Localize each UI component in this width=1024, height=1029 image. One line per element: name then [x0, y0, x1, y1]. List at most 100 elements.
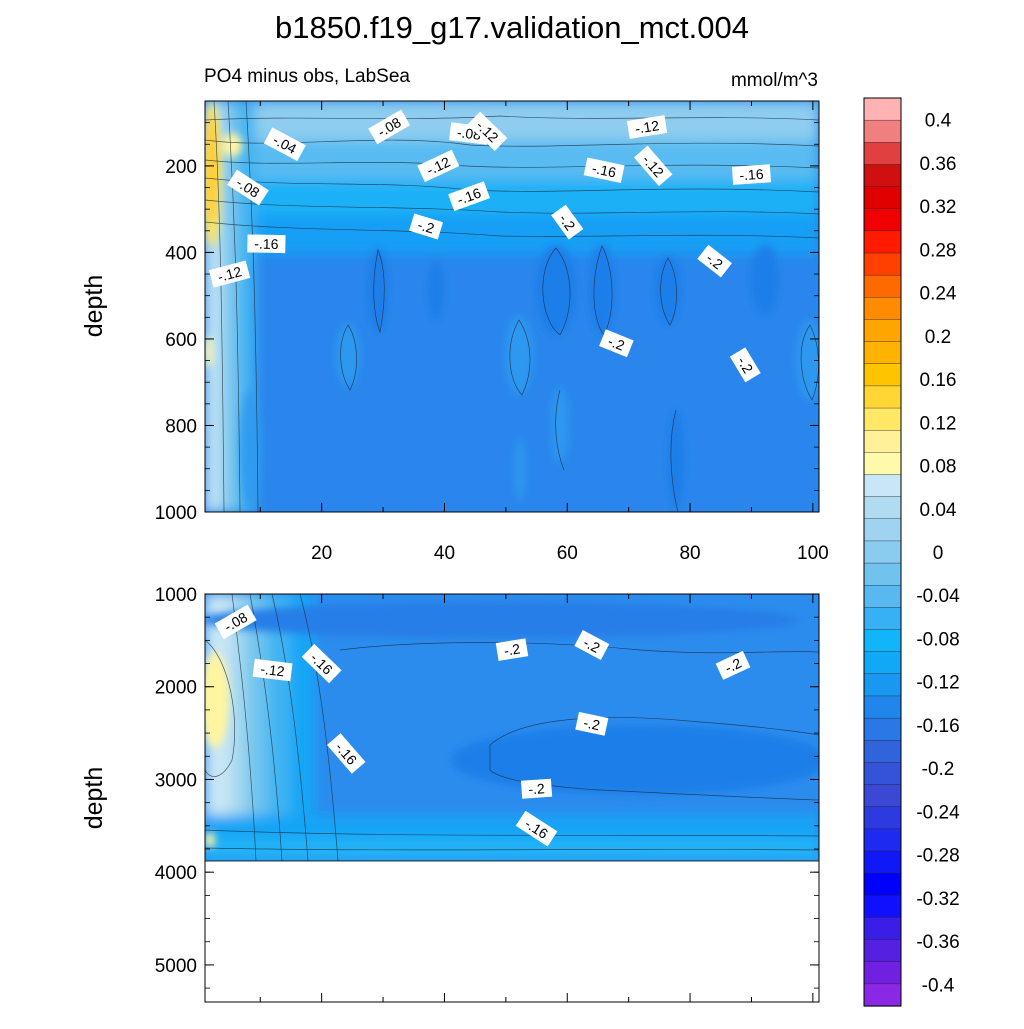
colorbar-label: -0.2	[922, 759, 955, 780]
contour-label-box	[731, 164, 772, 185]
contour-label-box	[626, 115, 668, 139]
contour-label-box	[729, 347, 761, 383]
contour-label: -.2	[574, 630, 610, 660]
x-axis: 20 40 60 80 100	[311, 543, 829, 564]
contour-label-text: -.2	[734, 354, 756, 376]
contour-label: -.2	[551, 204, 584, 240]
colorbar-swatch	[863, 939, 902, 963]
y-tick-label: 4000	[155, 863, 197, 884]
contour-label: -.12	[626, 115, 668, 139]
y-tick-label: 800	[165, 416, 197, 437]
colorbar-swatch	[863, 562, 902, 586]
contour-label-box	[574, 630, 610, 660]
contour-label-text: -.12	[260, 661, 286, 680]
contour-label-box	[575, 711, 609, 736]
chart-subtitle: PO4 minus obs, LabSea	[204, 66, 410, 87]
contour-label-text: -.16	[254, 236, 279, 252]
colorbar-swatch	[863, 274, 902, 298]
colorbar-label: 0.2	[925, 327, 951, 348]
contour-label-box	[252, 658, 293, 682]
colorbar-swatch	[863, 784, 902, 808]
chart-units: mmol/m^3	[731, 70, 818, 91]
contour-label: -.2	[575, 711, 609, 736]
contour-label-box	[515, 810, 558, 847]
contour-label-box	[697, 244, 732, 278]
colorbar-swatch	[863, 828, 902, 852]
colorbar-swatch	[863, 429, 902, 453]
contour-label-text: -.12	[634, 117, 661, 137]
contour-label: -.16	[301, 643, 342, 684]
contour-label-text: -.2	[556, 211, 579, 234]
contour-label-box	[715, 650, 751, 680]
colorbar-label: 0.36	[920, 154, 957, 175]
upper-ylabel: depth	[80, 275, 108, 338]
chart-title: b1850.f19_g17.validation_mct.004	[275, 10, 749, 45]
colorbar-frame	[863, 97, 902, 1007]
colorbar-swatch	[863, 983, 902, 1007]
contour-label-box	[495, 638, 529, 661]
contour-label-text: -.16	[739, 166, 764, 184]
colorbar-swatch	[863, 917, 902, 941]
colorbar-swatch	[863, 806, 902, 830]
contour-label-text: -.2	[528, 780, 546, 797]
contour-label-box	[247, 234, 286, 254]
colorbar-label: -0.04	[916, 586, 960, 607]
colorbar-label: 0.24	[920, 284, 957, 305]
colorbar-label: 0.12	[920, 413, 957, 434]
colorbar-swatch	[863, 961, 902, 985]
contour-label: -.2	[715, 650, 751, 680]
contour-label-text: -.2	[582, 714, 602, 733]
contour-label: -.16	[731, 164, 772, 185]
contour-label-box	[227, 169, 269, 206]
upper-field: -.08 -.08-.12 -.12-.04-.12 -.16 -.12 -.16-.08…	[205, 101, 819, 512]
colorbar-swatch	[863, 452, 902, 476]
contour-label-text: -.2	[606, 333, 627, 354]
colorbar-swatch	[863, 651, 902, 675]
contour-label: -.16	[326, 733, 366, 774]
colorbar-label: 0.08	[920, 457, 957, 478]
contour-label: -.2	[520, 778, 553, 799]
colorbar-swatch	[863, 850, 902, 874]
colorbar-swatch	[863, 341, 902, 365]
colorbar-swatch	[863, 585, 902, 608]
colorbar-swatch	[863, 496, 902, 520]
upper-panel: -.08 -.08-.12 -.12-.04-.12 -.16 -.12 -.16-.08…	[80, 100, 820, 524]
colorbar-label: -0.32	[916, 889, 959, 910]
colorbar-swatch	[863, 762, 902, 786]
colorbar-label: -0.28	[916, 846, 959, 867]
contour-label: -.2	[697, 244, 732, 278]
colorbar-label: -0.24	[916, 802, 960, 823]
colorbar-swatch	[863, 407, 902, 431]
y-tick-label: 600	[165, 330, 197, 351]
contour-label-box	[467, 111, 508, 151]
colorbar-swatch	[863, 142, 902, 166]
contour-label: -.16	[448, 181, 490, 212]
colorbar-swatch	[863, 186, 902, 210]
lower-axes: 1000 2000 3000 4000 5000	[155, 585, 819, 1002]
x-tick-label: 20	[311, 543, 332, 564]
colorbar-swatch	[863, 208, 902, 232]
colorbar-label: -0.12	[916, 673, 959, 694]
lower-field: -.08-.12 -.16 -.2 -.2-.2-.2-.16-.2-.16	[205, 594, 819, 861]
colorbar-swatch	[863, 673, 902, 697]
colorbar-swatch	[863, 607, 902, 631]
contour-label: -.2	[409, 213, 444, 240]
contour-label: -.2	[729, 347, 761, 383]
colorbar-label: 0.28	[920, 240, 957, 261]
contour-label: -.12	[208, 260, 251, 288]
contour-label: -.16	[247, 234, 286, 254]
contour-label-box	[448, 181, 490, 212]
colorbar-swatch	[863, 230, 902, 254]
colorbar-label: 0	[933, 543, 944, 564]
contour-label-box	[417, 149, 460, 183]
colorbar-swatch	[863, 895, 902, 919]
colorbar-label: -0.4	[922, 975, 955, 996]
contour-label: -.2	[495, 638, 529, 661]
x-tick-label: 100	[797, 543, 829, 564]
contour-label-box	[409, 213, 444, 240]
contour-label: -.12	[252, 658, 293, 682]
y-tick-label: 5000	[155, 956, 197, 977]
x-tick-label: 40	[434, 543, 455, 564]
contour-label-text: -.2	[722, 655, 744, 676]
